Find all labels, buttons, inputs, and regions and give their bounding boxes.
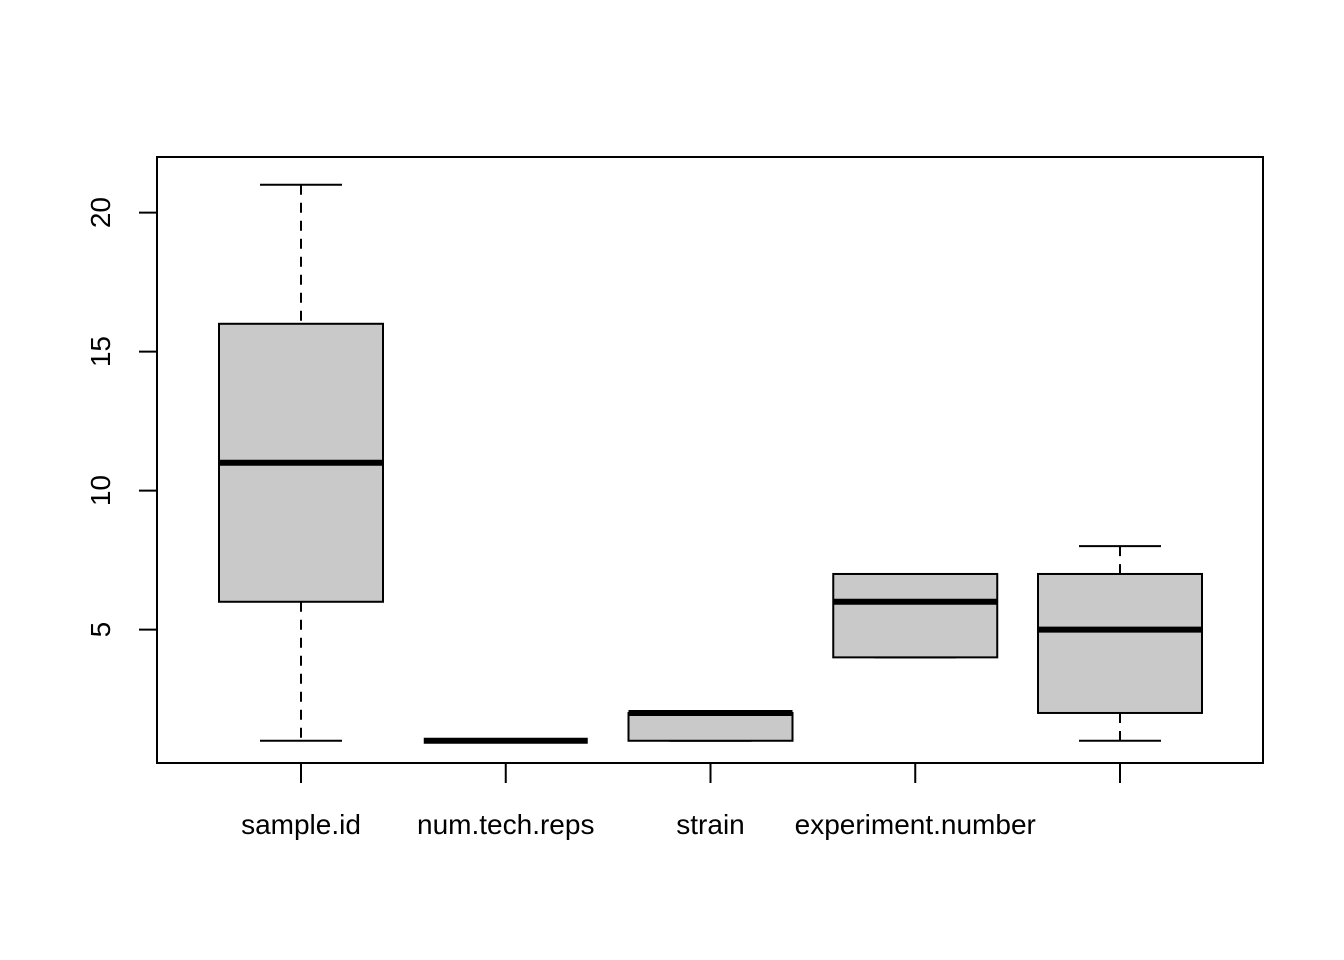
box-body bbox=[832, 572, 999, 659]
x-tick-label: sample.id bbox=[241, 809, 361, 840]
y-tick-label: 5 bbox=[85, 622, 116, 638]
y-tick-label: 15 bbox=[85, 336, 116, 367]
box-5 bbox=[1037, 545, 1203, 742]
box-body bbox=[627, 711, 794, 742]
y-axis: 5 10 15 20 bbox=[85, 197, 157, 637]
box-4 bbox=[832, 572, 999, 659]
x-tick-label: num.tech.reps bbox=[417, 809, 594, 840]
y-tick-label: 20 bbox=[85, 197, 116, 228]
box-body bbox=[1037, 572, 1203, 714]
box-1 bbox=[218, 183, 384, 742]
x-axis: sample.id num.tech.reps strain experiment.n… bbox=[241, 763, 1121, 840]
y-tick-label: 10 bbox=[85, 475, 116, 506]
x-tick-label: experiment.number bbox=[795, 809, 1036, 840]
box-3 bbox=[627, 709, 794, 742]
box-group bbox=[218, 183, 1203, 744]
x-tick-label: strain bbox=[676, 809, 744, 840]
